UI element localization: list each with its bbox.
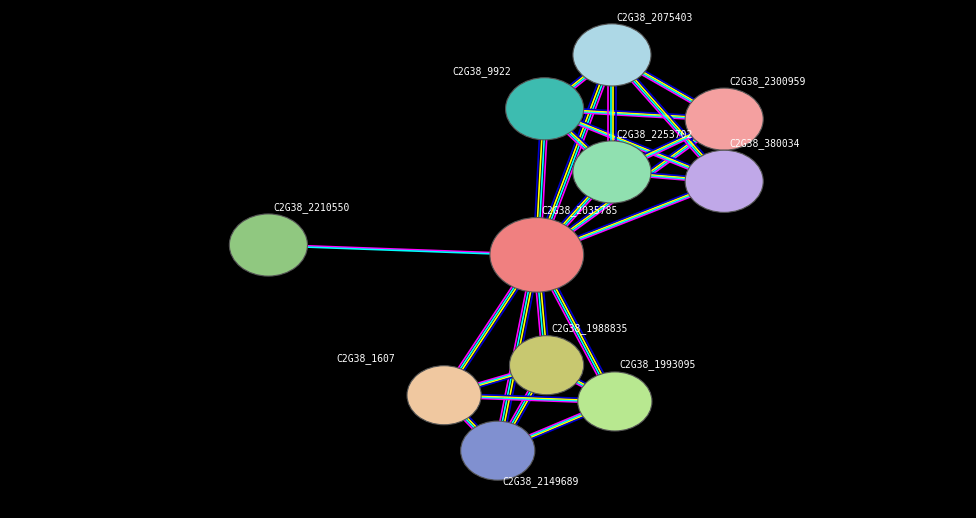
Text: C2G38_380034: C2G38_380034 (729, 138, 799, 149)
Text: C2G38_2035785: C2G38_2035785 (542, 205, 618, 216)
Text: C2G38_9922: C2G38_9922 (452, 66, 510, 77)
Text: C2G38_1607: C2G38_1607 (337, 353, 395, 364)
Ellipse shape (685, 88, 763, 150)
Text: C2G38_2075403: C2G38_2075403 (617, 12, 693, 23)
Ellipse shape (229, 214, 307, 276)
Text: C2G38_2300959: C2G38_2300959 (729, 76, 805, 87)
Ellipse shape (509, 336, 584, 395)
Text: C2G38_2210550: C2G38_2210550 (273, 202, 349, 213)
Text: C2G38_1988835: C2G38_1988835 (551, 323, 628, 334)
Ellipse shape (407, 366, 481, 425)
Text: C2G38_1993095: C2G38_1993095 (620, 359, 696, 370)
Ellipse shape (685, 150, 763, 212)
Ellipse shape (461, 421, 535, 480)
Ellipse shape (573, 24, 651, 86)
Ellipse shape (490, 218, 584, 292)
Ellipse shape (578, 372, 652, 431)
Text: C2G38_2149689: C2G38_2149689 (503, 476, 579, 487)
Ellipse shape (573, 141, 651, 203)
Ellipse shape (506, 78, 584, 140)
Text: C2G38_2253702: C2G38_2253702 (617, 129, 693, 140)
